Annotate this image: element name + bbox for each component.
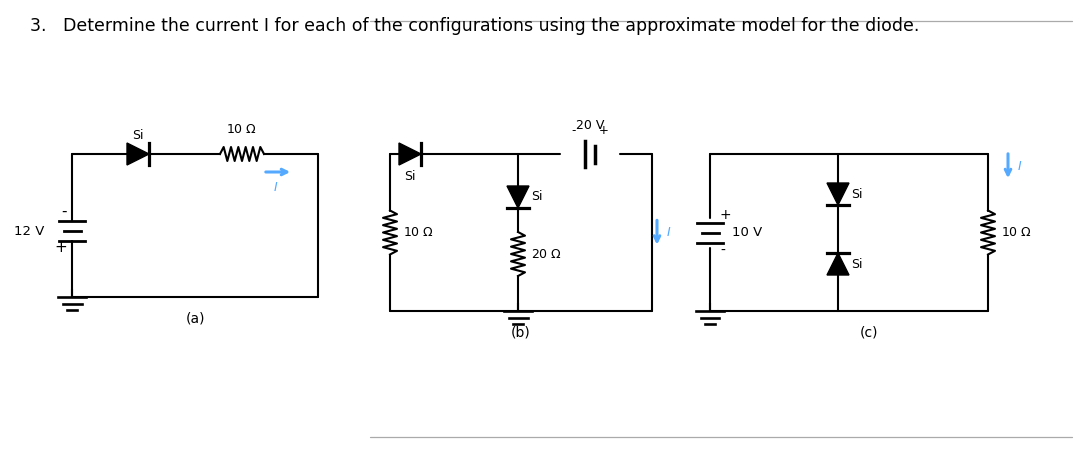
Polygon shape [399, 143, 421, 165]
Polygon shape [507, 186, 529, 208]
Text: I: I [274, 181, 278, 194]
Text: -: - [720, 244, 725, 257]
Text: (b): (b) [511, 325, 531, 339]
Text: 10 V: 10 V [732, 226, 762, 239]
Text: Si: Si [132, 129, 144, 142]
Text: +: + [54, 240, 67, 254]
Polygon shape [827, 253, 849, 275]
Text: -: - [571, 124, 577, 137]
Text: Si: Si [851, 187, 863, 201]
Text: I: I [1018, 159, 1022, 173]
Text: 20 V: 20 V [576, 119, 604, 132]
Text: I: I [667, 226, 671, 239]
Text: -: - [62, 203, 67, 218]
Text: +: + [599, 124, 609, 137]
Text: Si: Si [404, 170, 416, 183]
Text: 12 V: 12 V [14, 224, 44, 237]
Text: 20 $\Omega$: 20 $\Omega$ [531, 247, 562, 261]
Polygon shape [827, 183, 849, 205]
Text: (c): (c) [860, 325, 878, 339]
Text: Si: Si [531, 190, 542, 203]
Text: 10 $\Omega$: 10 $\Omega$ [227, 123, 257, 136]
Text: 10 $\Omega$: 10 $\Omega$ [1001, 226, 1032, 239]
Text: 3.   Determine the current I for each of the configurations using the approximat: 3. Determine the current I for each of t… [30, 17, 919, 35]
Text: +: + [720, 207, 731, 222]
Text: 10 $\Omega$: 10 $\Omega$ [403, 226, 434, 239]
Polygon shape [127, 143, 149, 165]
Text: (a): (a) [186, 311, 205, 325]
Text: Si: Si [851, 257, 863, 270]
